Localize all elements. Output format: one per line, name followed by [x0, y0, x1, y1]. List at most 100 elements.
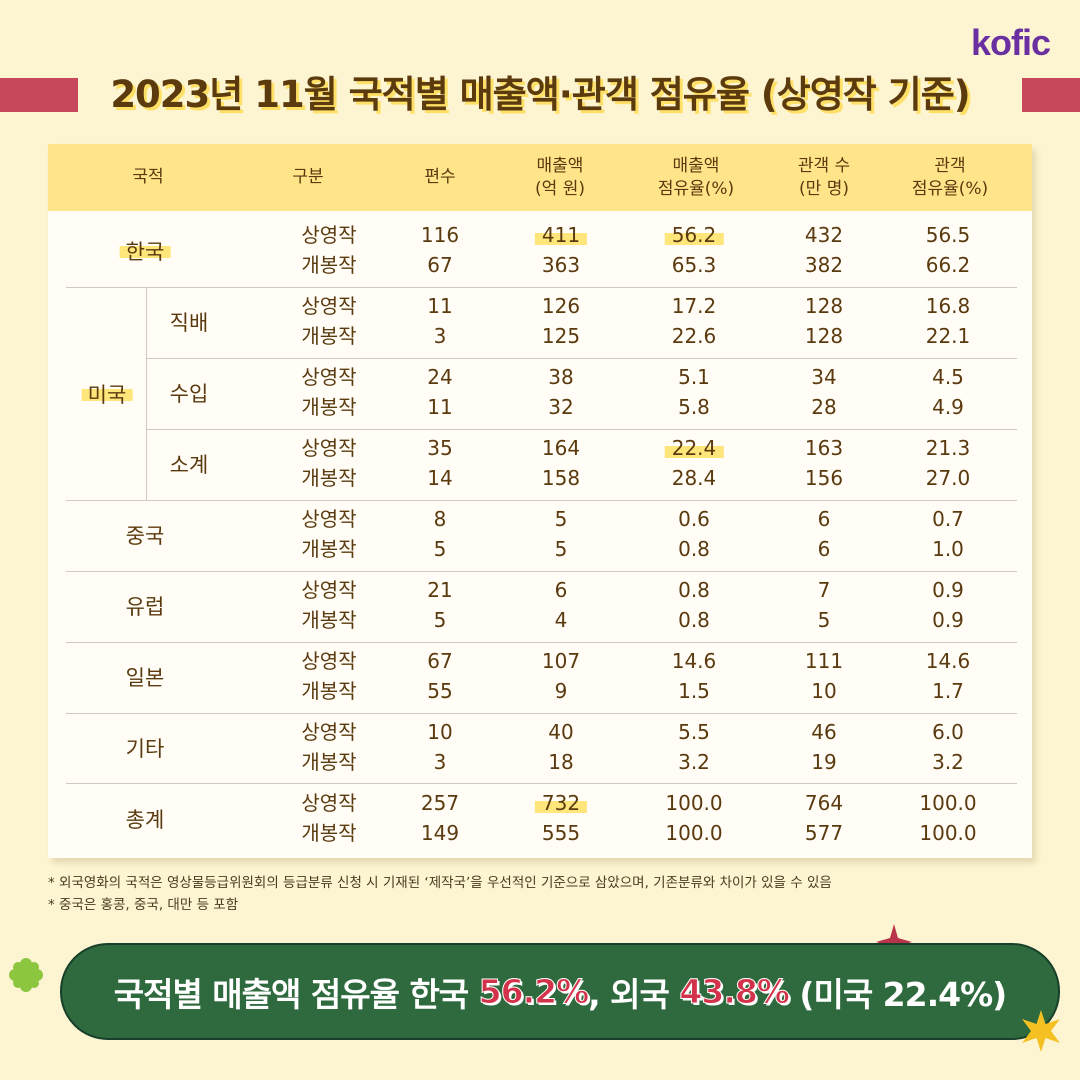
sales-value: 40 — [548, 720, 574, 744]
row-type: 개봉작 — [301, 253, 357, 277]
audience-count: 764 — [804, 791, 844, 815]
highlight-mark — [664, 446, 724, 458]
group-label: 중국 — [125, 524, 165, 548]
sales-share: 17.2 — [671, 294, 717, 318]
audience-share: 0.9 — [932, 578, 964, 602]
audience-count: 156 — [804, 466, 844, 490]
audience-share: 14.6 — [925, 649, 971, 673]
audience-share: 4.9 — [932, 395, 964, 419]
title-ribbon — [0, 78, 1080, 112]
row-divider — [147, 429, 1017, 430]
audience-share: 27.0 — [925, 466, 971, 490]
sales-share: 14.6 — [671, 649, 717, 673]
sales-value: 5 — [554, 537, 568, 561]
row-divider — [66, 571, 1017, 572]
sales-value: 126 — [541, 294, 581, 318]
films-count: 55 — [427, 679, 453, 703]
audience-share: 0.7 — [932, 507, 964, 531]
data-table: 국적 구분 편수 매출액 (억 원) 매출액 점유율(%) 관객 수 (만 명)… — [48, 144, 1032, 858]
row-type: 상영작 — [301, 578, 357, 602]
header-audience-share: 관객 점유율(%) — [911, 155, 989, 199]
audience-count: 577 — [804, 821, 844, 845]
films-count: 67 — [427, 253, 453, 277]
row-divider — [66, 642, 1017, 643]
group-label: 기타 — [125, 737, 165, 761]
audience-count: 5 — [817, 608, 831, 632]
films-count: 5 — [433, 537, 447, 561]
sales-share: 1.5 — [678, 679, 710, 703]
row-type: 상영작 — [301, 649, 357, 673]
row-type: 개봉작 — [301, 679, 357, 703]
sales-share: 22.4 — [664, 433, 724, 463]
sales-value: 4 — [554, 608, 568, 632]
foreign-share-value: 43.8% — [679, 972, 790, 1012]
row-type: 상영작 — [301, 365, 357, 389]
audience-count: 34 — [811, 365, 837, 389]
audience-share: 100.0 — [919, 791, 977, 815]
group-label: 한국 — [119, 236, 171, 266]
sales-value: 5 — [554, 507, 568, 531]
row-type: 개봉작 — [301, 750, 357, 774]
header-films: 편수 — [424, 167, 456, 187]
films-count: 149 — [420, 821, 460, 845]
table-header: 국적 구분 편수 매출액 (억 원) 매출액 점유율(%) 관객 수 (만 명)… — [48, 144, 1032, 211]
audience-share: 16.8 — [925, 294, 971, 318]
footnote: * 중국은 홍콩, 중국, 대만 등 포함 — [48, 897, 239, 913]
row-type: 상영작 — [301, 436, 357, 460]
header-nationality: 국적 — [132, 167, 164, 187]
audience-count: 7 — [817, 578, 831, 602]
films-count: 3 — [433, 750, 447, 774]
audience-count: 19 — [811, 750, 837, 774]
sales-share: 0.8 — [678, 608, 710, 632]
row-divider — [147, 358, 1017, 359]
audience-share: 1.7 — [932, 679, 964, 703]
audience-share: 3.2 — [932, 750, 964, 774]
header-sales: 매출액 (억 원) — [535, 155, 585, 199]
sales-value: 158 — [541, 466, 581, 490]
films-count: 35 — [427, 436, 453, 460]
row-type: 개봉작 — [301, 821, 357, 845]
sales-share: 5.1 — [678, 365, 710, 389]
films-count: 21 — [427, 578, 453, 602]
sales-share: 65.3 — [671, 253, 717, 277]
row-type: 상영작 — [301, 720, 357, 744]
header-audience: 관객 수 (만 명) — [797, 155, 851, 199]
footnote: * 외국영화의 국적은 영상물등급위원회의 등급분류 신청 시 기재된 ‘제작국… — [48, 875, 832, 891]
sales-value: 38 — [548, 365, 574, 389]
sales-share: 22.6 — [671, 324, 717, 348]
audience-count: 10 — [811, 679, 837, 703]
sales-value: 164 — [541, 436, 581, 460]
korea-share-value: 56.2% — [478, 972, 589, 1012]
row-type: 개봉작 — [301, 608, 357, 632]
row-divider — [66, 783, 1017, 784]
sparkle-icon — [876, 924, 912, 960]
group-label: 총계 — [125, 808, 165, 832]
audience-count: 128 — [804, 324, 844, 348]
audience-count: 111 — [804, 649, 844, 673]
star-icon — [1022, 1010, 1060, 1052]
audience-count: 6 — [817, 537, 831, 561]
audience-count: 28 — [811, 395, 837, 419]
audience-count: 382 — [804, 253, 844, 277]
sales-share: 100.0 — [665, 821, 723, 845]
page-title: 2023년 11월 국적별 매출액·관객 점유율 (상영작 기준) — [110, 73, 970, 116]
clover-icon — [9, 958, 43, 992]
subgroup-label: 수입 — [169, 382, 209, 406]
sales-value: 18 — [548, 750, 574, 774]
audience-share: 21.3 — [925, 436, 971, 460]
sales-share: 0.8 — [678, 578, 710, 602]
sales-share: 0.6 — [678, 507, 710, 531]
audience-share: 66.2 — [925, 253, 971, 277]
sales-share: 100.0 — [665, 791, 723, 815]
header-sales-share: 매출액 점유율(%) — [657, 155, 735, 199]
films-count: 3 — [433, 324, 447, 348]
sales-value: 32 — [548, 395, 574, 419]
summary-banner: 국적별 매출액 점유율 한국 56.2% , 외국 43.8% (미국 22.4… — [60, 943, 1060, 1040]
audience-count: 432 — [804, 223, 844, 247]
row-type: 상영작 — [301, 223, 357, 247]
group-label: 유럽 — [125, 595, 165, 619]
films-count: 5 — [433, 608, 447, 632]
sales-value: 732 — [534, 788, 588, 818]
films-count: 11 — [427, 395, 453, 419]
highlight-mark — [81, 389, 133, 401]
